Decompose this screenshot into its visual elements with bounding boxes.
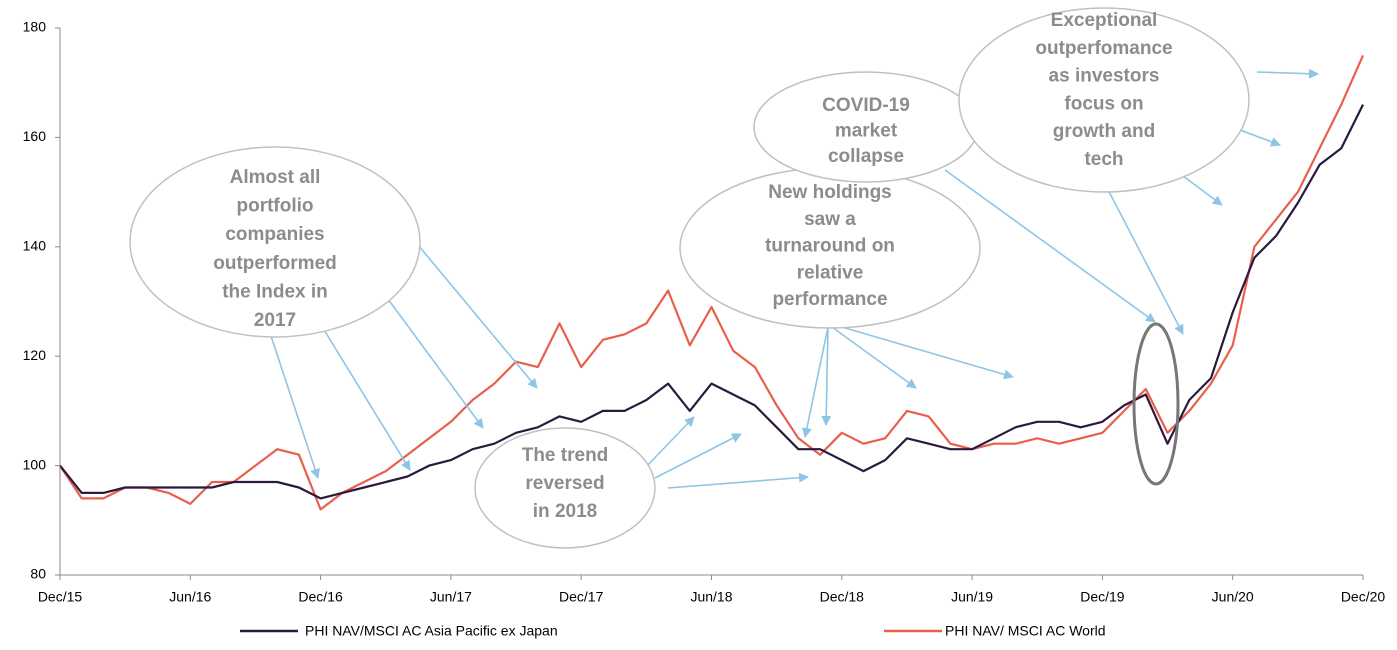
x-tick-label: Jun/19 <box>951 589 993 605</box>
legend: PHI NAV/MSCI AC Asia Pacific ex Japan PHI… <box>240 623 1106 639</box>
arrow <box>831 326 917 389</box>
y-tick-label: 140 <box>23 238 47 254</box>
annotation-bubble <box>129 146 421 338</box>
annotation-text: collapse <box>828 146 904 167</box>
arrow <box>644 416 695 469</box>
x-tick-label: Dec/15 <box>38 589 83 605</box>
x-tick-label: Dec/18 <box>820 589 865 605</box>
annotation-text: 2017 <box>254 310 296 331</box>
annotation-text: Exceptional <box>1051 10 1158 31</box>
annotation-text: in 2018 <box>533 501 597 522</box>
annotation-text: tech <box>1084 149 1123 170</box>
x-tick-label: Jun/18 <box>690 589 732 605</box>
x-tick-label: Jun/17 <box>430 589 472 605</box>
arrow <box>667 472 809 489</box>
arrow <box>944 169 1156 323</box>
annotation-text: COVID-19 <box>822 95 910 116</box>
x-tick-label: Dec/19 <box>1080 589 1125 605</box>
annotations: Almost all portfolio companies outperformed… <box>129 7 1319 549</box>
annotation-text: as investors <box>1049 66 1160 87</box>
annotation-text: the Index in <box>222 281 328 302</box>
y-tick-label: 100 <box>23 456 47 472</box>
x-tick-label: Dec/17 <box>559 589 604 605</box>
arrow <box>834 324 1014 380</box>
arrow <box>417 244 538 389</box>
annotation-bubble <box>474 427 656 549</box>
annotation-text: outperformed <box>213 253 337 274</box>
arrow <box>1256 68 1319 79</box>
series-line <box>59 54 1365 511</box>
annotation-text: Almost all <box>230 167 321 188</box>
legend-label: PHI NAV/MSCI AC Asia Pacific ex Japan <box>305 623 558 639</box>
x-tick-label: Dec/20 <box>1341 589 1386 605</box>
x-tick-label: Jun/16 <box>169 589 211 605</box>
arrow <box>821 326 832 426</box>
arrow <box>384 294 484 429</box>
legend-label: PHI NAV/ MSCI AC World <box>945 623 1106 639</box>
y-tick-label: 80 <box>30 566 46 582</box>
annotation-text: market <box>835 121 898 142</box>
arrow <box>269 332 320 479</box>
plot <box>59 54 1365 511</box>
x-tick-label: Dec/16 <box>298 589 343 605</box>
annotation-text: The trend <box>522 445 609 466</box>
arrow <box>654 433 742 479</box>
annotation-text: companies <box>225 224 324 245</box>
annotation-text: New holdings <box>768 182 892 203</box>
annotation-text: saw a <box>804 209 856 230</box>
y-tick-label: 120 <box>23 347 47 363</box>
annotation-text: focus on <box>1064 93 1143 114</box>
annotation-text: turnaround on <box>765 236 895 257</box>
annotation-text: outperfomance <box>1035 38 1172 59</box>
arrow <box>1239 129 1281 147</box>
annotation-text: growth and <box>1053 121 1155 142</box>
y-tick-label: 160 <box>23 128 47 144</box>
series-line <box>59 104 1364 500</box>
arrow <box>317 319 411 471</box>
y-tick-label: 180 <box>23 19 47 35</box>
arrow <box>1102 179 1184 335</box>
x-tick-label: Jun/20 <box>1212 589 1254 605</box>
arrow <box>801 326 829 438</box>
annotation-text: reversed <box>525 473 604 494</box>
annotation-text: performance <box>772 289 887 310</box>
annotation-text: relative <box>797 262 864 283</box>
highlight-ellipse <box>1132 322 1180 486</box>
annotation-bubble <box>958 7 1250 193</box>
annotation-text: portfolio <box>236 196 313 217</box>
